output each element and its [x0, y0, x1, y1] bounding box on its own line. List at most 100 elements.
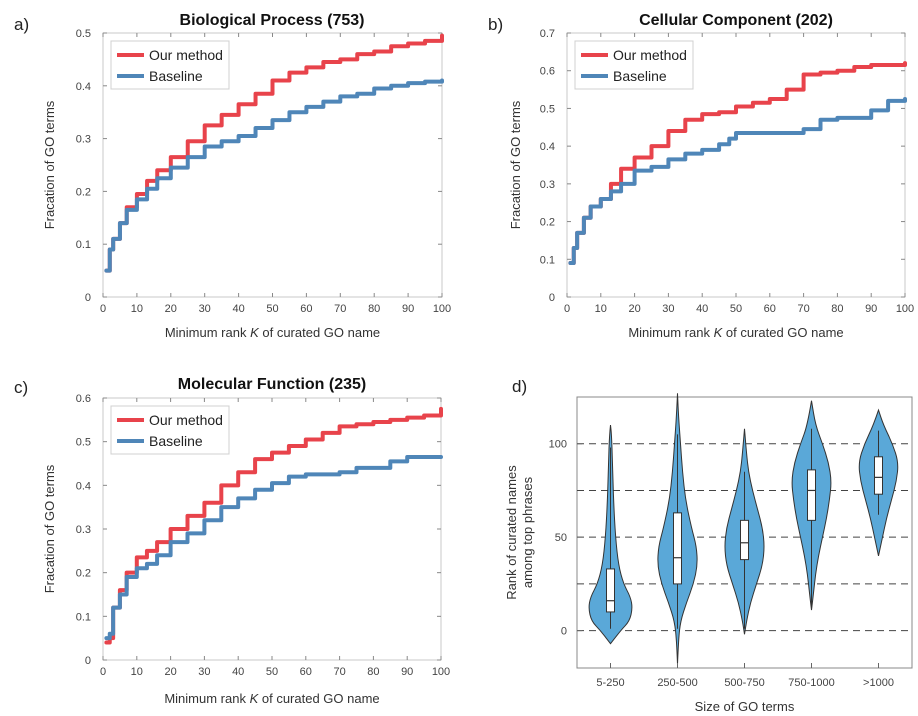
legend-box: [574, 40, 694, 90]
x-tick-label: 20: [165, 303, 177, 315]
x-tick-label: 40: [232, 666, 244, 678]
x-tick-label: >1000: [863, 677, 894, 689]
x-tick-label: 10: [131, 666, 143, 678]
legend-label: Baseline: [149, 433, 203, 449]
x-tick-label: 10: [595, 303, 607, 315]
legend-label: Baseline: [149, 68, 203, 84]
y-tick-label: 0.1: [540, 254, 555, 266]
y-axis-label-line2: among top phrases: [520, 476, 535, 588]
violin-box: [740, 519, 749, 561]
x-tick-label: 0: [100, 303, 106, 315]
y-tick-label: 0.6: [76, 393, 91, 405]
legend-box: [110, 405, 230, 455]
y-tick-label: 0.5: [76, 28, 91, 40]
line-chart-panel-3: c) Molecular Function (235) 0 10 20 30 40 50 60 7…: [14, 376, 450, 706]
legend-label: Our method: [613, 47, 687, 63]
x-tick-label: 30: [199, 303, 211, 315]
x-tick-label: 90: [401, 666, 413, 678]
series-line-our-method: [104, 33, 444, 273]
x-tick-label: 70: [797, 303, 809, 315]
x-tick-label: 70: [333, 666, 345, 678]
line-chart-panel-1: a) Biological Process (753) 0 10 20 30 40 50 60 7…: [14, 12, 451, 340]
y-tick-label: 0.2: [540, 217, 555, 229]
x-tick-label: 250-500: [657, 677, 697, 689]
y-tick-label: 0.2: [76, 568, 91, 580]
y-axis-label: Fracation of GO terms: [42, 100, 57, 229]
x-tick-label: 80: [368, 303, 380, 315]
y-tick-label: 50: [555, 532, 567, 544]
x-tick-label: 60: [764, 303, 776, 315]
chart-title: Cellular Component (202): [639, 12, 833, 29]
panel-label: b): [488, 15, 503, 34]
x-tick-label: 10: [131, 303, 143, 315]
x-axis-label: Minimum rank K of curated GO name: [628, 325, 843, 340]
panel-label: a): [14, 15, 29, 34]
x-tick-label: 90: [402, 303, 414, 315]
x-axis-label: Size of GO terms: [695, 699, 795, 714]
violin-box: [606, 568, 615, 613]
x-tick-label: 20: [164, 666, 176, 678]
series-line-baseline: [104, 78, 444, 273]
x-tick-label: 60: [300, 303, 312, 315]
x-tick-label: 60: [300, 666, 312, 678]
y-tick-label: 0.6: [540, 66, 555, 78]
series-line-baseline: [568, 97, 907, 266]
y-tick-label: 0: [549, 292, 555, 304]
x-tick-label: 30: [198, 666, 210, 678]
y-tick-label: 0: [85, 292, 91, 304]
x-tick-label: 50: [266, 666, 278, 678]
x-tick-label: 0: [100, 666, 106, 678]
y-tick-label: 0.5: [540, 103, 555, 115]
y-tick-label: 0: [85, 655, 91, 667]
y-tick-label: 0.4: [540, 141, 555, 153]
y-tick-label: 100: [549, 439, 567, 451]
x-tick-label: 80: [831, 303, 843, 315]
x-tick-label: 40: [696, 303, 708, 315]
violin-chart-panel: d) 0 50 100 5-250 250-500 500-750 750-1000 >1000…: [504, 377, 913, 714]
x-axis-label: Minimum rank K of curated GO name: [165, 325, 380, 340]
legend: Our method Baseline: [110, 40, 230, 90]
line-chart-panel-2: b) Cellular Component (202) 0 10 20 30 40 50 60 7…: [488, 12, 914, 340]
legend: Our method Baseline: [574, 40, 694, 90]
x-tick-label: 0: [564, 303, 570, 315]
x-tick-label: 30: [662, 303, 674, 315]
y-axis-label-line1: Rank of curated names: [504, 465, 519, 600]
y-tick-label: 0.4: [76, 81, 91, 93]
y-axis-label: Fracation of GO terms: [508, 100, 523, 229]
x-tick-label: 100: [432, 666, 450, 678]
panel-label: c): [14, 378, 28, 397]
y-tick-label: 0.7: [540, 28, 555, 40]
chart-title: Biological Process (753): [180, 12, 365, 29]
x-tick-label: 40: [232, 303, 244, 315]
x-tick-label: 500-750: [724, 677, 764, 689]
y-tick-label: 0.5: [76, 437, 91, 449]
x-axis-label: Minimum rank K of curated GO name: [164, 691, 379, 706]
legend-label: Our method: [149, 412, 223, 428]
legend-label: Baseline: [613, 68, 667, 84]
series-line-our-method: [104, 406, 443, 645]
y-tick-label: 0.2: [76, 186, 91, 198]
x-tick-label: 90: [865, 303, 877, 315]
x-tick-label: 70: [334, 303, 346, 315]
legend-label: Our method: [149, 47, 223, 63]
violin-box: [673, 512, 682, 585]
x-tick-label: 750-1000: [788, 677, 835, 689]
y-tick-label: 0.4: [76, 480, 91, 492]
violin-box: [874, 456, 883, 495]
panel-label: d): [512, 377, 527, 396]
y-tick-label: 0.1: [76, 239, 91, 251]
violin-box: [807, 469, 816, 521]
series-line-our-method: [568, 61, 907, 266]
series-line-baseline: [104, 454, 443, 641]
x-tick-label: 50: [266, 303, 278, 315]
x-tick-label: 5-250: [596, 677, 624, 689]
y-tick-label: 0.3: [76, 134, 91, 146]
y-tick-label: 0: [561, 626, 567, 638]
x-tick-label: 100: [896, 303, 914, 315]
legend-box: [110, 40, 230, 90]
legend: Our method Baseline: [110, 405, 230, 455]
x-tick-label: 100: [433, 303, 451, 315]
y-tick-label: 0.3: [76, 524, 91, 536]
x-tick-label: 50: [730, 303, 742, 315]
